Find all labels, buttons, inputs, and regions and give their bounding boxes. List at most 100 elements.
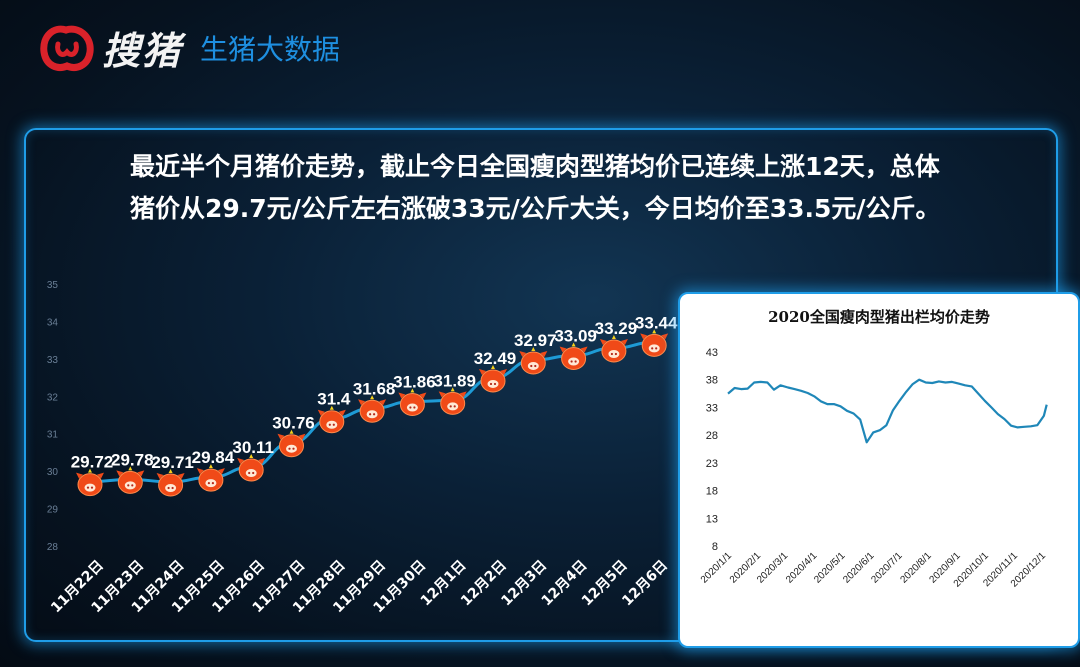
pig-nostril — [570, 360, 573, 363]
data-point-pig-icon — [237, 454, 266, 482]
pig-nostril — [409, 406, 412, 409]
pig-snout — [366, 410, 378, 419]
pig-ear — [317, 409, 325, 416]
data-label: 33.29 — [595, 319, 638, 338]
pig-ear — [419, 392, 427, 399]
pig-sprout — [450, 387, 455, 392]
pig-ear — [540, 350, 548, 357]
pig-nostril — [614, 352, 617, 356]
data-point-pig-icon — [640, 329, 669, 357]
pig-snout — [406, 403, 418, 412]
annual-chart-panel: 8 13 18 23 28 33 38 43 2020/1/1 2020/2/1 2020/3/1 2… — [678, 292, 1080, 648]
pig-snout — [326, 420, 338, 429]
data-point-pig-icon — [479, 364, 507, 393]
pig-ear — [137, 470, 145, 477]
pig-snout — [205, 479, 217, 488]
data-point-pig-icon — [438, 387, 467, 415]
pig-ear — [237, 458, 245, 465]
y-tick-label: 18 — [706, 486, 718, 498]
pig-sprout — [611, 335, 616, 340]
pig-sprout — [329, 405, 334, 410]
pig-sprout — [168, 468, 173, 473]
annual-chart-title: 2020全国瘦肉型猪出栏均价走势 — [768, 308, 990, 326]
pig-sprout — [88, 468, 92, 473]
pig-ear — [661, 333, 669, 340]
brand-logo: 搜猪 — [36, 18, 206, 76]
logo-text: 搜猪 — [102, 28, 183, 73]
y-tick-label: 33 — [47, 355, 59, 366]
pig-ear — [519, 350, 527, 357]
data-label: 29.71 — [151, 453, 194, 472]
pig-ear — [258, 458, 266, 465]
data-label: 30.76 — [272, 414, 315, 433]
pig-nostril — [574, 360, 577, 363]
pig-sprout — [491, 364, 495, 369]
page-subtitle: 生猪大数据 — [200, 33, 341, 66]
data-label: 29.72 — [71, 453, 114, 472]
pig-sprout — [571, 342, 576, 347]
pig-nostril — [489, 382, 493, 386]
y-tick-label: 8 — [712, 541, 718, 553]
pig-ear — [620, 339, 628, 346]
headline-text: 最近半个月猪价走势，截止今日全国瘦肉型猪均价已连续上涨12天，总体猪价从29.7… — [130, 152, 941, 223]
data-point-pig-icon — [559, 342, 588, 370]
data-point-pig-icon — [358, 395, 387, 423]
pig-ear — [277, 433, 285, 440]
data-label: 32.97 — [514, 331, 557, 350]
y-tick-label: 23 — [706, 458, 718, 470]
pig-snout — [124, 481, 136, 490]
data-label: 31.4 — [317, 390, 351, 409]
pig-snout — [286, 444, 297, 453]
pig-nostril — [655, 347, 658, 350]
pig-nostril — [369, 413, 372, 416]
pig-nostril — [332, 423, 335, 426]
pig-nostril — [493, 382, 497, 386]
pig-snout — [527, 361, 539, 370]
pig-ear — [398, 392, 406, 399]
pig-nostril — [453, 405, 456, 408]
pig-nostril — [292, 447, 295, 450]
pig-ear — [379, 399, 387, 406]
data-label: 33.09 — [554, 326, 597, 345]
y-tick-label: 33 — [706, 402, 718, 414]
pig-nostril — [534, 364, 537, 368]
pig-logo-icon — [40, 25, 94, 71]
data-point-pig-icon — [116, 466, 145, 494]
pig-nostril — [252, 471, 255, 475]
data-point-pig-icon — [277, 429, 306, 458]
pig-snout — [568, 357, 580, 366]
series-line — [727, 378, 1048, 444]
pig-snout — [648, 344, 660, 353]
data-label: 31.89 — [433, 371, 476, 390]
pig-ear — [559, 346, 567, 353]
pig-ear — [116, 470, 124, 477]
pig-ear — [177, 472, 185, 479]
pig-nostril — [530, 364, 533, 368]
pig-sprout — [370, 395, 375, 400]
data-label: 29.84 — [192, 448, 235, 467]
data-label: 29.78 — [111, 450, 154, 469]
data-label: 31.68 — [353, 379, 396, 398]
y-tick-label: 32 — [47, 392, 59, 403]
pig-sprout — [531, 346, 536, 351]
pig-nostril — [171, 486, 174, 490]
pig-ear — [500, 368, 507, 375]
data-point-pig-icon — [196, 464, 225, 492]
pig-sprout — [652, 329, 657, 334]
y-tick-label: 34 — [47, 317, 59, 328]
y-tick-label: 29 — [47, 505, 59, 516]
pig-nostril — [131, 484, 134, 487]
y-tick-label: 30 — [47, 467, 59, 478]
data-label: 32.49 — [474, 349, 517, 368]
pig-nostril — [373, 413, 376, 416]
y-tick-label: 38 — [706, 375, 718, 387]
pig-sprout — [208, 464, 213, 469]
data-point-pig-icon — [519, 346, 548, 375]
pig-ear — [338, 409, 346, 416]
pig-ear — [196, 468, 204, 475]
pig-nostril — [413, 406, 416, 409]
pig-sprout — [410, 388, 415, 393]
y-tick-label: 43 — [706, 347, 718, 359]
pig-sprout — [289, 429, 294, 434]
data-point-pig-icon — [76, 468, 104, 497]
